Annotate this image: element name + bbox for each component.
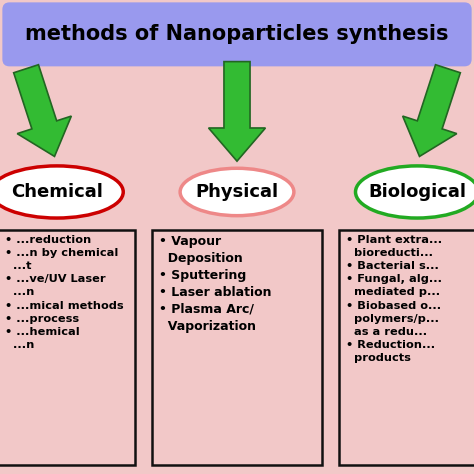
FancyArrow shape — [209, 62, 265, 161]
Text: • Vapour
  Deposition
• Sputtering
• Laser ablation
• Plasma Arc/
  Vaporization: • Vapour Deposition • Sputtering • Laser… — [159, 235, 271, 333]
Text: Chemical: Chemical — [11, 183, 103, 201]
FancyBboxPatch shape — [339, 230, 474, 465]
FancyBboxPatch shape — [0, 230, 135, 465]
Ellipse shape — [180, 168, 294, 216]
Ellipse shape — [356, 166, 474, 218]
FancyBboxPatch shape — [2, 2, 472, 66]
Text: • Plant extra...
  bioreducti...
• Bacterial s...
• Fungal, alg...
  mediated p.: • Plant extra... bioreducti... • Bacteri… — [346, 235, 442, 364]
FancyArrow shape — [403, 65, 460, 156]
FancyBboxPatch shape — [152, 230, 322, 465]
Text: Physical: Physical — [195, 183, 279, 201]
Text: Biological: Biological — [368, 183, 466, 201]
Ellipse shape — [0, 166, 123, 218]
Text: • ...reduction
• ...n by chemical
  ...t
• ...ve/UV Laser
  ...n
• ...mical meth: • ...reduction • ...n by chemical ...t •… — [5, 235, 123, 350]
Text: methods of Nanoparticles synthesis: methods of Nanoparticles synthesis — [25, 24, 449, 44]
FancyArrow shape — [14, 65, 71, 156]
